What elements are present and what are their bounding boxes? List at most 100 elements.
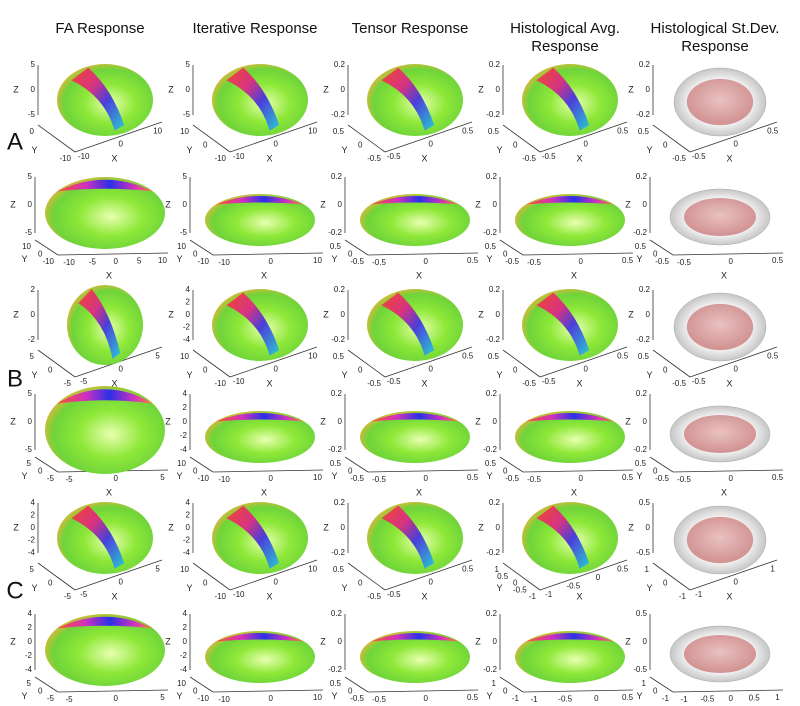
column-header: FA Response [55, 20, 144, 37]
column-header: Tensor Response [352, 20, 469, 37]
x-axis [367, 469, 479, 473]
z-tick-label: -0.2 [483, 445, 497, 454]
z-tick-label: 4 [31, 498, 36, 507]
z-tick-label: 4 [183, 389, 188, 398]
x-tick-label: 0 [269, 257, 274, 266]
y-axis-label: Y [486, 471, 492, 481]
y-axis [34, 676, 59, 693]
surface-band [526, 195, 614, 205]
x-axis [229, 121, 318, 153]
y-axis [34, 456, 59, 473]
z-tick-label: -2 [180, 431, 188, 440]
y-tick-label: 0.5 [638, 352, 650, 361]
y-tick-label: 0.5 [485, 459, 497, 468]
z-tick-label: 0.2 [489, 498, 501, 507]
panel: 0.2 0 -0.2 0.5 0 -0.5 -0.5 0 0.5 Z Y X [478, 60, 629, 163]
y-tick-label: 10 [177, 679, 186, 688]
surface [360, 411, 470, 463]
z-tick-label: 5 [28, 172, 33, 181]
surface-band [381, 67, 435, 131]
y-axis [189, 676, 214, 693]
z-tick-label: -0.2 [328, 665, 342, 674]
y-tick-label: -0.5 [655, 257, 669, 266]
x-tick-label: 0 [273, 364, 278, 373]
z-axis-label: Z [625, 199, 631, 209]
surface [360, 631, 470, 683]
z-axis-label: Z [323, 84, 329, 94]
z-tick-label: 2 [31, 511, 36, 520]
x-axis-label: X [111, 153, 117, 163]
surface-band [57, 179, 153, 192]
x-axis-label: X [111, 378, 117, 388]
z-tick-label: -2 [28, 536, 36, 545]
x-axis [57, 252, 169, 256]
y-tick-label: 5 [30, 352, 35, 361]
y-axis [499, 456, 524, 473]
surface-band [216, 195, 304, 205]
z-tick-label: 0.2 [334, 60, 346, 69]
x-tick-label: -0.5 [700, 694, 714, 703]
y-tick-label: -10 [214, 379, 226, 388]
y-tick-label: -10 [59, 154, 71, 163]
z-tick-label: 0.2 [486, 609, 498, 618]
x-tick-label: -0.5 [692, 377, 706, 386]
x-tick-label: -5 [80, 377, 88, 386]
column-header: Response [531, 38, 599, 55]
y-tick-label: 0.5 [330, 242, 342, 251]
panel: 0.2 0 -0.2 0.5 0 -0.5 -0.5 0 0.5 Z Y X [323, 498, 474, 601]
x-axis-label: X [576, 153, 582, 163]
y-axis-label: Y [21, 471, 27, 481]
surface [515, 194, 625, 246]
y-tick-label: 0 [193, 467, 198, 476]
x-tick-label: -10 [63, 258, 75, 267]
surface-band [526, 412, 614, 422]
y-axis [192, 562, 231, 591]
z-axis-label: Z [320, 636, 326, 646]
x-axis-label: X [721, 487, 727, 497]
x-tick-label: -1 [545, 590, 553, 599]
z-tick-label: -4 [180, 445, 188, 454]
z-tick-label: 0 [338, 637, 343, 646]
y-tick-label: -0.5 [672, 154, 686, 163]
surface-band [371, 632, 459, 642]
y-tick-label: -0.5 [367, 592, 381, 601]
y-axis-label: Y [646, 370, 652, 380]
y-tick-label: -0.5 [350, 257, 364, 266]
x-axis [689, 121, 778, 153]
y-tick-label: 0.5 [333, 565, 345, 574]
x-axis [522, 689, 634, 693]
y-tick-label: 0 [358, 366, 363, 375]
y-tick-label: -0.5 [367, 379, 381, 388]
z-tick-label: -5 [180, 228, 188, 237]
surface [45, 177, 165, 249]
z-tick-label: -0.2 [486, 335, 500, 344]
z-tick-label: 0 [31, 310, 36, 319]
panel: 2 0 -2 5 0 -5 -5 0 5 Z Y X [13, 285, 163, 388]
surface-band [536, 67, 590, 131]
y-axis-label: Y [341, 370, 347, 380]
y-tick-label: 10 [180, 352, 189, 361]
x-axis-label: X [571, 487, 577, 497]
y-tick-label: 0 [663, 141, 668, 150]
x-tick-label: 0.5 [622, 473, 634, 482]
z-tick-label: 2 [31, 285, 36, 294]
panel: 0.2 0 -0.2 0.5 0 -0.5 -0.5 0 0.5 Z Y X [478, 285, 629, 388]
x-tick-label: 0.5 [462, 565, 474, 574]
x-tick-label: 10 [158, 256, 167, 265]
y-axis-label: Y [176, 254, 182, 264]
y-tick-label: 0.5 [333, 352, 345, 361]
panel: 0.50-0.510-1-1-0.500.51ZYX [625, 609, 784, 704]
x-tick-label: 0.5 [467, 693, 479, 702]
x-tick-label: 0 [583, 364, 588, 373]
x-axis-label: X [726, 153, 732, 163]
y-tick-label: 0 [513, 366, 518, 375]
y-tick-label: -0.5 [505, 474, 519, 483]
x-tick-label: -10 [233, 590, 245, 599]
x-tick-label: -0.5 [566, 582, 580, 591]
x-tick-label: 0 [118, 577, 123, 586]
z-tick-label: -4 [180, 665, 188, 674]
y-axis [347, 349, 386, 378]
